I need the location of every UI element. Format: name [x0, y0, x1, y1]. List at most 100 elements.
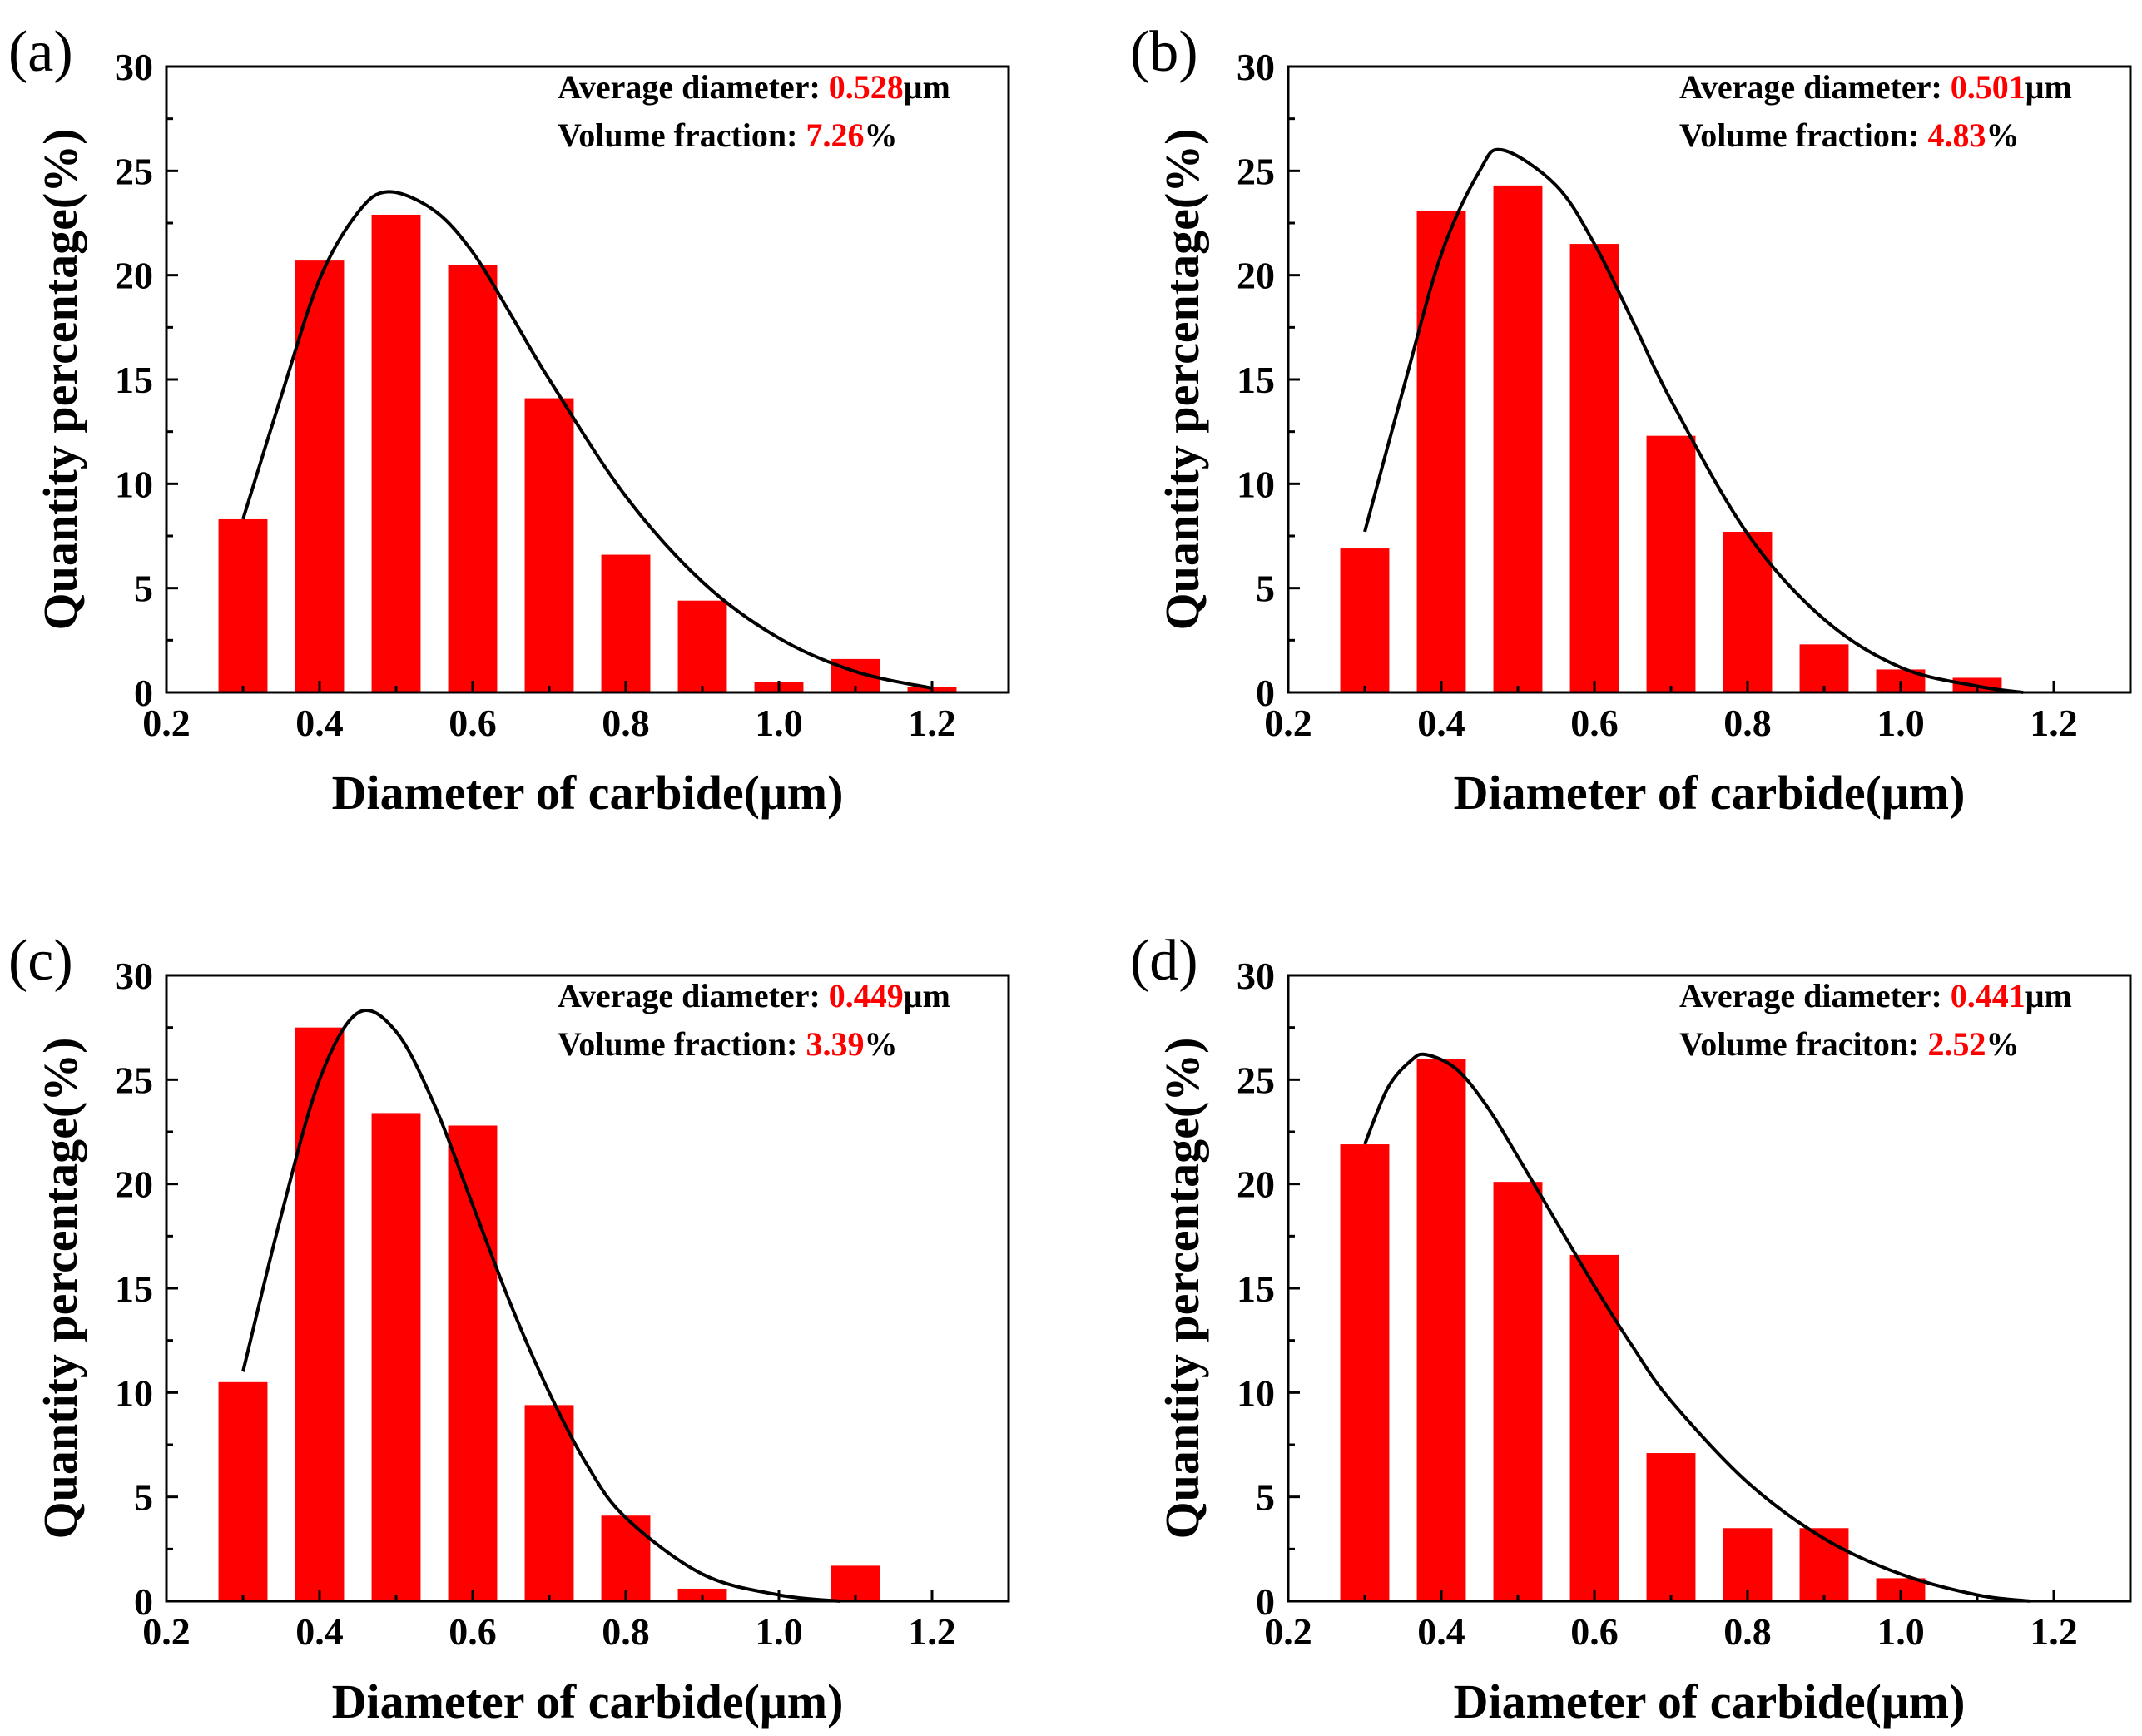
y-axis-title: Quantity percentage(%): [33, 1038, 87, 1540]
bar: [1493, 185, 1543, 692]
y-tick-label: 10: [115, 463, 153, 505]
y-tick-label: 10: [1237, 463, 1275, 505]
x-tick-label: 0.6: [1570, 702, 1619, 744]
annotation-unit: μm: [2025, 68, 2072, 106]
y-axis-title: Quantity percentage(%): [33, 129, 87, 631]
annotation-unit: %: [864, 117, 897, 154]
x-tick-label: 1.0: [1877, 1610, 1925, 1653]
plot-frame: [1287, 974, 2132, 1603]
x-axis-title: Diameter of carbide(μm): [1454, 1674, 1966, 1729]
annotation-value: 7.26: [806, 117, 864, 154]
y-tick-label: 25: [115, 150, 153, 192]
bar: [601, 554, 651, 692]
annotation-text: Average diameter: 0.528μm: [558, 68, 950, 106]
bar: [1569, 244, 1619, 693]
annotation-unit: %: [1986, 1025, 2019, 1063]
annotation-text: Average diameter: 0.449μm: [558, 977, 950, 1014]
y-tick-label: 15: [1237, 359, 1275, 401]
x-axis-title: Diameter of carbide(μm): [1454, 766, 1966, 820]
y-tick-label: 20: [115, 1163, 153, 1206]
chart-panel-2: 0.2 0.4 0.6 0.8 1.0 1.2 0 5 10 15 20 25 30 Diameter o…: [1130, 20, 2132, 820]
annotation-value: 0.528: [829, 68, 904, 106]
y-tick-label: 20: [1237, 255, 1275, 297]
annotation-value: 0.441: [1951, 977, 2025, 1014]
x-tick-label: 0.6: [1570, 1610, 1619, 1653]
y-tick-label: 20: [1237, 1163, 1275, 1206]
x-tick-label: 1.0: [755, 1610, 803, 1653]
x-tick-label: 0.8: [602, 1610, 650, 1653]
chart-panel-4: 0.2 0.4 0.6 0.8 1.0 1.2 0 5 10 15 20 25 30 Diameter o…: [1130, 929, 2132, 1729]
x-tick-label: 0.2: [1264, 1610, 1312, 1653]
annotation-label: Volume fraction:: [558, 1025, 806, 1063]
annotation-unit: μm: [904, 68, 950, 106]
x-tick-label: 1.2: [908, 702, 956, 744]
annotation-label: Average diameter:: [558, 68, 829, 106]
bar: [1416, 1059, 1466, 1601]
y-axis-title: Quantity percentage(%): [1155, 1038, 1209, 1540]
annotation-text: Average diameter: 0.441μm: [1679, 977, 2072, 1014]
annotation-label: Average diameter:: [1679, 977, 1951, 1014]
panel-label: (b): [1130, 20, 1198, 84]
x-tick-label: 0.6: [449, 1610, 497, 1653]
x-tick-label: 0.8: [602, 702, 650, 744]
x-tick-label: 0.4: [295, 702, 344, 744]
y-tick-label: 15: [115, 1267, 153, 1310]
annotation-text: Volume fraction: 4.83%: [1679, 117, 2019, 154]
annotation-unit: %: [1986, 117, 2019, 154]
bar: [448, 1125, 498, 1601]
x-tick-label: 0.2: [142, 1610, 191, 1653]
bar: [1416, 210, 1466, 692]
x-axis-title: Diameter of carbide(μm): [332, 1674, 844, 1729]
chart-panel-3: 0.2 0.4 0.6 0.8 1.0 1.2 0 5 10 15 20 25 30 Diameter o…: [8, 929, 1010, 1729]
annotation-label: Volume fraciton:: [1679, 1025, 1927, 1063]
x-tick-label: 0.6: [449, 702, 497, 744]
bar: [218, 518, 268, 692]
y-tick-label: 10: [1237, 1371, 1275, 1414]
plot-frame: [165, 974, 1010, 1603]
y-tick-label: 5: [134, 568, 153, 610]
annotation-value: 4.83: [1927, 117, 1986, 154]
plot-frame: [1287, 65, 2132, 694]
bar: [448, 265, 498, 693]
y-tick-label: 20: [115, 255, 153, 297]
x-tick-label: 0.4: [295, 1610, 344, 1653]
fit-curve: [1363, 147, 2024, 694]
panel-label: (c): [8, 929, 73, 993]
plot-frame: [165, 65, 1010, 694]
annotation-label: Volume fraction:: [1679, 117, 1927, 154]
x-tick-label: 0.8: [1723, 1610, 1772, 1653]
bar: [218, 1381, 268, 1601]
bar: [1340, 548, 1390, 692]
annotation-label: Average diameter:: [558, 977, 829, 1014]
y-tick-label: 5: [1256, 568, 1275, 610]
x-tick-label: 0.4: [1417, 1610, 1465, 1653]
annotation-text: Volume fraction: 7.26%: [558, 117, 897, 154]
bar: [1646, 435, 1696, 692]
annotation-text: Volume fraciton: 2.52%: [1679, 1025, 2019, 1063]
bar: [1569, 1254, 1619, 1601]
bar: [677, 600, 727, 692]
bar: [371, 1113, 421, 1601]
y-tick-label: 25: [115, 1059, 153, 1101]
y-tick-label: 15: [115, 359, 153, 401]
y-tick-label: 10: [115, 1371, 153, 1414]
annotation-value: 3.39: [806, 1025, 864, 1063]
bar: [1723, 1528, 1773, 1601]
y-tick-label: 0: [1256, 672, 1275, 714]
annotation-value: 0.449: [829, 977, 904, 1014]
x-tick-label: 1.0: [755, 702, 803, 744]
bar: [1646, 1453, 1696, 1601]
bar: [1493, 1182, 1543, 1601]
bar: [295, 1027, 345, 1601]
y-tick-label: 30: [115, 46, 153, 88]
x-tick-label: 1.2: [2030, 1610, 2078, 1653]
bar: [295, 260, 345, 692]
y-tick-label: 5: [134, 1476, 153, 1519]
annotation-unit: μm: [2025, 977, 2072, 1014]
x-axis-title: Diameter of carbide(μm): [332, 766, 844, 820]
y-tick-label: 30: [1237, 46, 1275, 88]
x-tick-label: 0.2: [1264, 702, 1312, 744]
y-axis-title: Quantity percentage(%): [1155, 129, 1209, 631]
x-tick-label: 0.2: [142, 702, 191, 744]
